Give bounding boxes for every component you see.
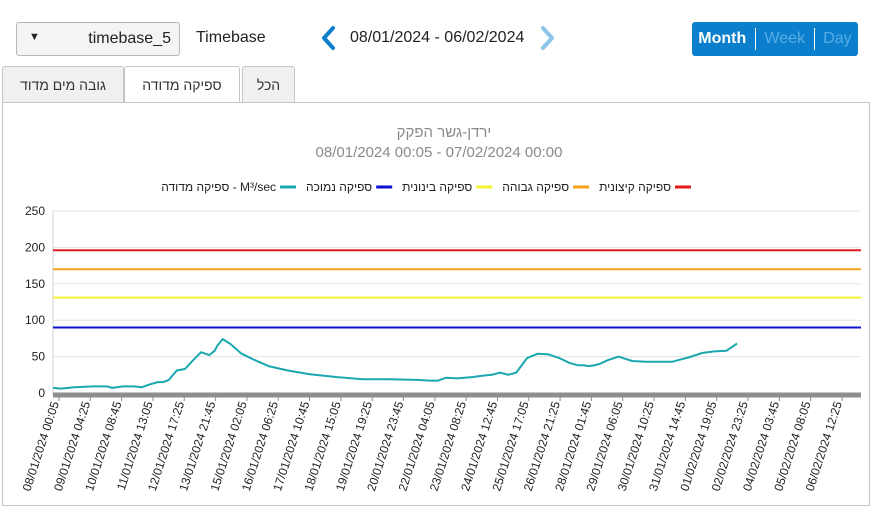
legend-label: ספיקה קיצונית [599,180,671,194]
timebase-select[interactable]: ▼ timebase_5 [16,22,180,56]
y-tick-label: 200 [25,240,45,254]
legend-item[interactable]: ספיקה קיצונית [599,180,691,194]
y-tick-label: 250 [25,204,45,218]
legend-label: ספיקה נמוכה [306,180,372,194]
y-tick-label: 150 [25,277,45,291]
legend-item[interactable]: ספיקה גבוהה [502,180,590,194]
y-tick-label: 50 [32,350,46,364]
legend-label: ספיקה בינונית [402,180,472,194]
series-lines [52,338,738,390]
tab-all[interactable]: הכל [242,66,295,102]
chart-grid [53,210,861,358]
view-day-button[interactable]: Day [823,30,852,47]
threshold-lines [53,249,861,329]
previous-range-chevron-icon[interactable] [318,24,340,52]
date-range-label: 08/01/2024 - 06/02/2024 [350,29,525,46]
legend-item[interactable]: ספיקה מדודה - M³/sec [161,180,297,194]
chart-title: ירדן-גשר הפקק [397,124,492,141]
view-week-button[interactable]: Week [764,30,806,47]
next-range-chevron-icon[interactable] [536,24,558,52]
chart-legend: ספיקה קיצונית ספיקה גבוהה ספיקה בינונית ספי… [161,180,691,194]
y-tick-label: 0 [38,386,45,400]
chart-subtitle: 08/01/2024 00:05 - 07/02/2024 00:00 [316,144,563,161]
dropdown-caret-icon: ▼ [29,31,40,43]
tab-water-level[interactable]: גובה מים מדוד [2,66,124,102]
legend-item[interactable]: ספיקה נמוכה [306,180,393,194]
toolbar: ▼ timebase_5 Timebase 08/01/2024 - 06/02… [0,0,882,66]
tab-measured-flow[interactable]: ספיקה מדודה [124,66,240,104]
flow-chart: ירדן-גשר הפקק 08/01/2024 00:05 - 07/02/2… [20,124,861,493]
y-tick-label: 100 [25,313,45,327]
tab-bar: גובה מים מדוד ספיקה מדודה הכל [2,66,880,104]
view-divider [754,28,756,50]
view-divider [813,28,815,50]
timebase-label: Timebase [196,29,266,46]
view-month-button[interactable]: Month [698,30,747,47]
timebase-select-value: timebase_5 [88,30,171,47]
legend-label: ספיקה גבוהה [502,180,569,194]
measured-flow-line [52,338,738,390]
x-axis-line [53,392,861,398]
legend-item[interactable]: ספיקה בינונית [402,180,493,194]
view-switcher: Month Week Day [692,22,858,56]
chart-panel: ירדן-גשר הפקק 08/01/2024 00:05 - 07/02/2… [2,102,870,506]
y-axis: 0 50 100 150 200 250 [25,204,54,400]
legend-label: ספיקה מדודה - M³/sec [161,180,276,194]
